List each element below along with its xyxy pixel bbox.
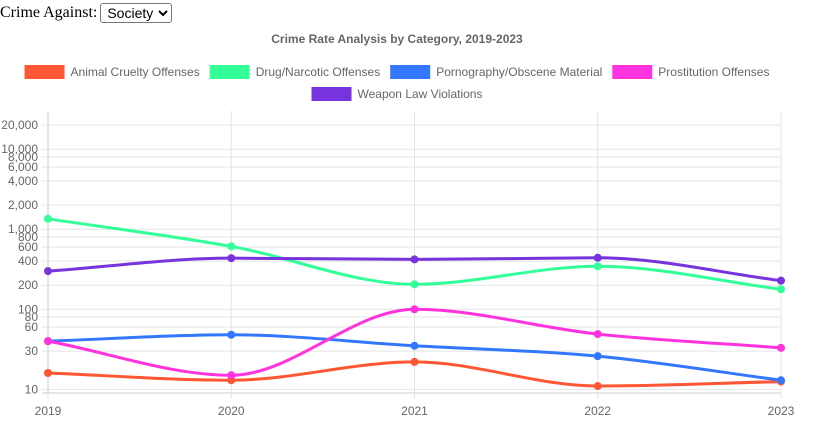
crime-against-select[interactable]: Society (100, 3, 173, 23)
data-point-drug-narcotic-offenses[interactable] (593, 262, 602, 271)
y-tick-label: 600 (18, 240, 38, 254)
x-tick-label: 2023 (768, 404, 795, 418)
x-tick-label: 2019 (35, 404, 62, 418)
chart-series (44, 214, 785, 391)
data-point-drug-narcotic-offenses[interactable] (410, 280, 419, 289)
legend-label-prostitution-offenses[interactable]: Prostitution Offenses (658, 65, 769, 79)
y-tick-label: 2,000 (8, 198, 38, 212)
data-point-drug-narcotic-offenses[interactable] (777, 285, 785, 294)
crime-against-label: Crime Against: (0, 4, 98, 21)
chart-title: Crime Rate Analysis by Category, 2019-20… (271, 32, 523, 46)
y-tick-label: 6,000 (8, 160, 38, 174)
crime-rate-chart: Crime Rate Analysis by Category, 2019-20… (1, 32, 795, 418)
legend-swatch-prostitution-offenses[interactable] (612, 65, 653, 79)
y-tick-label: 30 (25, 344, 39, 358)
data-point-weapon-law-violations[interactable] (777, 276, 785, 285)
y-tick-label: 100 (18, 302, 38, 316)
legend-label-pornography-obscene-material[interactable]: Pornography/Obscene Material (436, 65, 602, 79)
x-tick-label: 2022 (584, 404, 611, 418)
chart-grid (42, 111, 782, 399)
x-axis: 2019 2020 2021 2022 2023 (35, 404, 795, 418)
data-point-weapon-law-violations[interactable] (593, 253, 602, 262)
y-tick-label: 80 (25, 310, 39, 324)
legend-swatch-drug-narcotic-offenses[interactable] (209, 65, 250, 79)
y-tick-label: 4,000 (8, 174, 38, 188)
data-point-prostitution-offenses[interactable] (44, 337, 52, 346)
data-point-prostitution-offenses[interactable] (593, 330, 602, 339)
y-tick-label: 20,000 (1, 118, 38, 132)
data-point-pornography-obscene-material[interactable] (777, 376, 785, 385)
data-point-weapon-law-violations[interactable] (410, 255, 419, 264)
data-point-drug-narcotic-offenses[interactable] (44, 214, 52, 223)
data-point-weapon-law-violations[interactable] (44, 267, 52, 276)
data-point-pornography-obscene-material[interactable] (593, 352, 602, 361)
crime-against-filter: Crime Against: Society (0, 2, 173, 24)
data-point-animal-cruelty-offenses[interactable] (410, 357, 419, 366)
legend-swatch-weapon-law-violations[interactable] (311, 87, 352, 101)
data-point-prostitution-offenses[interactable] (777, 343, 785, 352)
data-point-animal-cruelty-offenses[interactable] (44, 368, 52, 377)
data-point-prostitution-offenses[interactable] (410, 305, 419, 314)
data-point-prostitution-offenses[interactable] (227, 371, 236, 380)
data-point-pornography-obscene-material[interactable] (227, 330, 236, 339)
legend-label-animal-cruelty-offenses[interactable]: Animal Cruelty Offenses (71, 65, 200, 79)
y-tick-label: 8,000 (8, 150, 38, 164)
y-tick-label: 10,000 (1, 142, 38, 156)
legend-swatch-animal-cruelty-offenses[interactable] (24, 65, 65, 79)
y-tick-label: 400 (18, 254, 38, 268)
y-tick-label: 60 (25, 320, 39, 334)
data-point-pornography-obscene-material[interactable] (410, 341, 419, 350)
y-tick-label: 800 (18, 230, 38, 244)
y-tick-label: 200 (18, 278, 38, 292)
chart-legend: Animal Cruelty Offenses Drug/Narcotic Off… (24, 65, 769, 101)
legend-label-drug-narcotic-offenses[interactable]: Drug/Narcotic Offenses (256, 65, 381, 79)
x-tick-label: 2021 (401, 404, 428, 418)
y-tick-label: 10 (25, 382, 39, 396)
data-point-animal-cruelty-offenses[interactable] (593, 382, 602, 391)
x-tick-label: 2020 (218, 404, 245, 418)
legend-swatch-pornography-obscene-material[interactable] (390, 65, 431, 79)
y-tick-label: 1,000 (8, 222, 38, 236)
data-point-weapon-law-violations[interactable] (227, 254, 236, 263)
data-point-drug-narcotic-offenses[interactable] (227, 242, 236, 251)
legend-label-weapon-law-violations[interactable]: Weapon Law Violations (358, 87, 483, 101)
